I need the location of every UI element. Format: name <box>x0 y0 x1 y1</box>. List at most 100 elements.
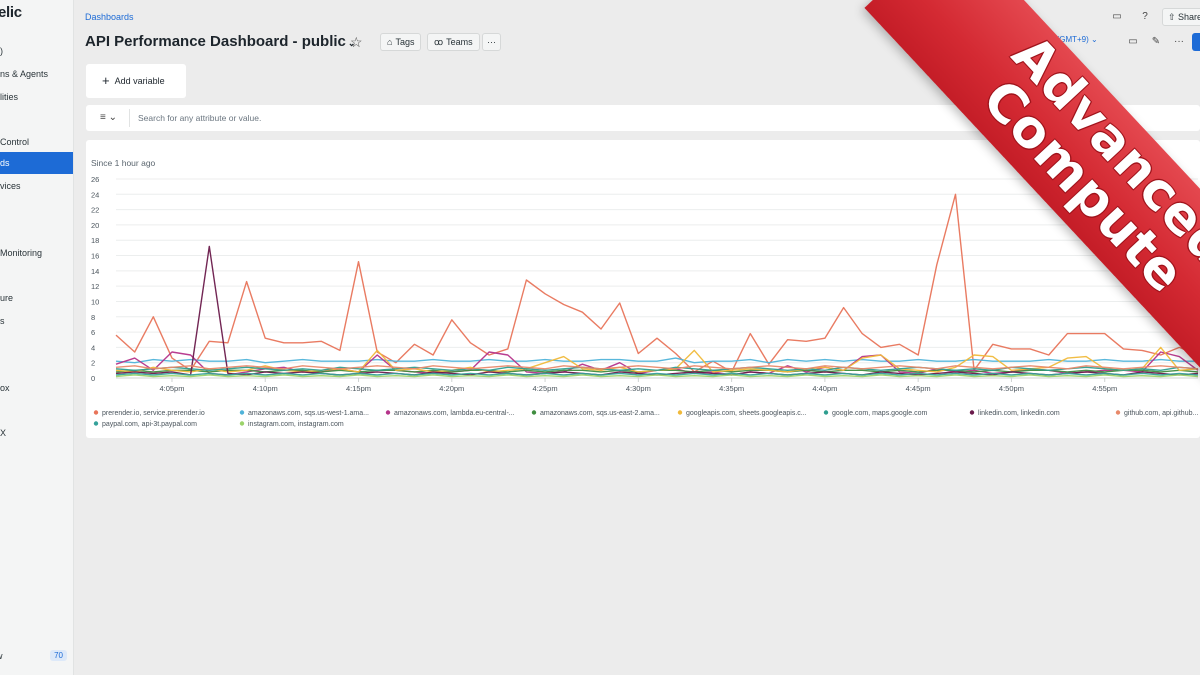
sidebar-item-label: s <box>0 316 5 326</box>
legend-swatch <box>1115 410 1121 415</box>
series-line <box>115 193 1199 373</box>
y-tick-label: 12 <box>91 282 99 291</box>
tv-mode-icon[interactable]: ▭ <box>1128 36 1138 47</box>
feedback-icon[interactable]: ▭ <box>1112 11 1122 22</box>
y-tick-label: 4 <box>91 343 95 352</box>
sidebar-item-label: lities <box>0 92 19 102</box>
star-icon[interactable]: ☆ <box>350 34 363 50</box>
chart-panel: Since 1 hour ago 0 2 4 6 8 10 12 14 16 18 20 22 24 26… <box>86 140 1200 438</box>
y-tick-label: 20 <box>91 221 99 230</box>
legend-label: linkedin.com, linkedin.com <box>978 410 1060 417</box>
breadcrumb[interactable]: Dashboards <box>85 12 134 22</box>
sidebar-item-label: ox <box>0 383 10 393</box>
x-tick-label: 4:35pm <box>719 384 744 393</box>
filter-bar: ≡ ⌄ <box>86 105 1200 131</box>
sidebar-item[interactable]: X <box>0 422 73 444</box>
sidebar-item-label: ns & Agents <box>0 69 49 79</box>
y-tick-label: 22 <box>91 206 99 215</box>
timezone-label: Default (GMT+9) <box>1029 35 1089 44</box>
sidebar-item[interactable]: Monitoring <box>0 242 73 264</box>
sidebar-item[interactable]: ns & Agents <box>0 63 73 85</box>
sidebar-item-label: ure <box>0 293 14 303</box>
teams-label: Teams <box>446 37 473 47</box>
sidebar-item[interactable]: ) <box>0 40 73 62</box>
sidebar-item-label: ds <box>0 158 10 168</box>
add-variable-button[interactable]: + Add variable <box>86 64 186 98</box>
share-icon: ⇧ <box>1168 12 1179 22</box>
legend-label: google.com, maps.google.com <box>832 410 927 417</box>
y-tick-label: 16 <box>91 252 99 261</box>
y-tick-label: 0 <box>91 374 95 383</box>
sidebar-item-label: vices <box>0 181 21 191</box>
more-options-button[interactable]: ··· <box>482 33 501 51</box>
share-label: Share <box>1178 12 1200 22</box>
sidebar-item-label: ) <box>0 46 3 56</box>
plus-icon: + <box>102 73 110 88</box>
y-tick-label: 2 <box>91 359 95 368</box>
x-tick-label: 4:15pm <box>346 384 371 393</box>
x-tick-label: 4:25pm <box>533 384 558 393</box>
sidebar-item[interactable]: s <box>0 310 73 332</box>
tags-label: Tags <box>395 37 415 47</box>
legend-label: googleapis.com, sheets.googleapis.c... <box>686 410 807 417</box>
share-button[interactable]: ⇧ Share <box>1162 8 1200 26</box>
y-tick-label: 18 <box>91 236 99 245</box>
legend-swatch <box>239 410 245 415</box>
legend-label: paypal.com, api-3t.paypal.com <box>102 421 197 428</box>
legend-swatch <box>531 410 537 415</box>
tags-button[interactable]: ⌂ Tags <box>380 33 422 51</box>
legend-swatch <box>239 421 245 426</box>
sidebar-item[interactable]: ds <box>0 152 73 174</box>
y-tick-label: 8 <box>91 313 95 322</box>
add-widget-button[interactable] <box>1192 33 1200 51</box>
series-line <box>115 245 1199 376</box>
x-tick-label: 4:50pm <box>999 384 1024 393</box>
legend-swatch <box>823 410 829 415</box>
sidebar-item[interactable]: ox <box>0 377 73 399</box>
legend-swatch <box>93 421 99 426</box>
sidebar-item[interactable]: vices <box>0 175 73 197</box>
filter-icon[interactable]: ≡ ⌄ <box>94 109 130 127</box>
x-tick-label: 4:30pm <box>626 384 651 393</box>
tag-icon: ⌂ <box>387 37 393 47</box>
y-tick-label: 26 <box>91 175 99 184</box>
series-line <box>115 374 1199 378</box>
legend-swatch <box>969 410 975 415</box>
sidebar-item[interactable]: Control <box>0 131 73 153</box>
x-tick-label: 4:40pm <box>812 384 837 393</box>
y-tick-label: 24 <box>91 190 99 199</box>
teams-icon: ꝏ <box>434 37 444 47</box>
sidebar: elic ) ns & Agents lities Control ds vices M… <box>0 0 74 675</box>
search-input[interactable] <box>138 109 638 127</box>
legend-swatch <box>93 410 99 415</box>
chart-subtitle: Since 1 hour ago <box>91 158 156 168</box>
notification-badge: 70 <box>50 650 67 661</box>
legend-swatch <box>677 410 683 415</box>
add-variable-label: Add variable <box>114 76 165 86</box>
series-line <box>115 357 1198 364</box>
page-title[interactable]: API Performance Dashboard - public ⌄ <box>85 33 355 50</box>
x-tick-label: 4:45pm <box>906 384 931 393</box>
edit-icon[interactable]: ✎ <box>1151 36 1161 47</box>
legend-label: amazonaws.com, sqs.us-west-1.ama... <box>248 410 369 417</box>
x-tick-label: 4:05pm <box>159 384 184 393</box>
legend-label: instagram.com, instagram.com <box>248 421 344 428</box>
legend-swatch <box>385 410 391 415</box>
main-content: Dashboards API Performance Dashboard - p… <box>74 0 1200 675</box>
help-icon[interactable]: ? <box>1142 11 1148 22</box>
sidebar-item[interactable]: lities <box>0 86 73 108</box>
x-tick-label: 4:20pm <box>439 384 464 393</box>
x-tick-label: 4:55pm <box>1092 384 1117 393</box>
sidebar-item-bottom[interactable]: w <box>0 651 3 661</box>
sidebar-item[interactable]: ure <box>0 287 73 309</box>
more-icon[interactable]: ··· <box>1174 36 1184 47</box>
y-tick-label: 6 <box>91 328 95 337</box>
y-tick-label: 10 <box>91 297 99 306</box>
app-logo: elic <box>0 4 22 21</box>
chevron-down-icon: ⌄ <box>347 38 356 48</box>
timezone-selector[interactable]: Default (GMT+9) ⌄ <box>1029 35 1098 44</box>
page-title-text: API Performance Dashboard - public <box>85 33 346 50</box>
teams-button[interactable]: ꝏ Teams <box>427 33 480 51</box>
legend-label: amazonaws.com, lambda.eu-central-... <box>394 410 515 417</box>
